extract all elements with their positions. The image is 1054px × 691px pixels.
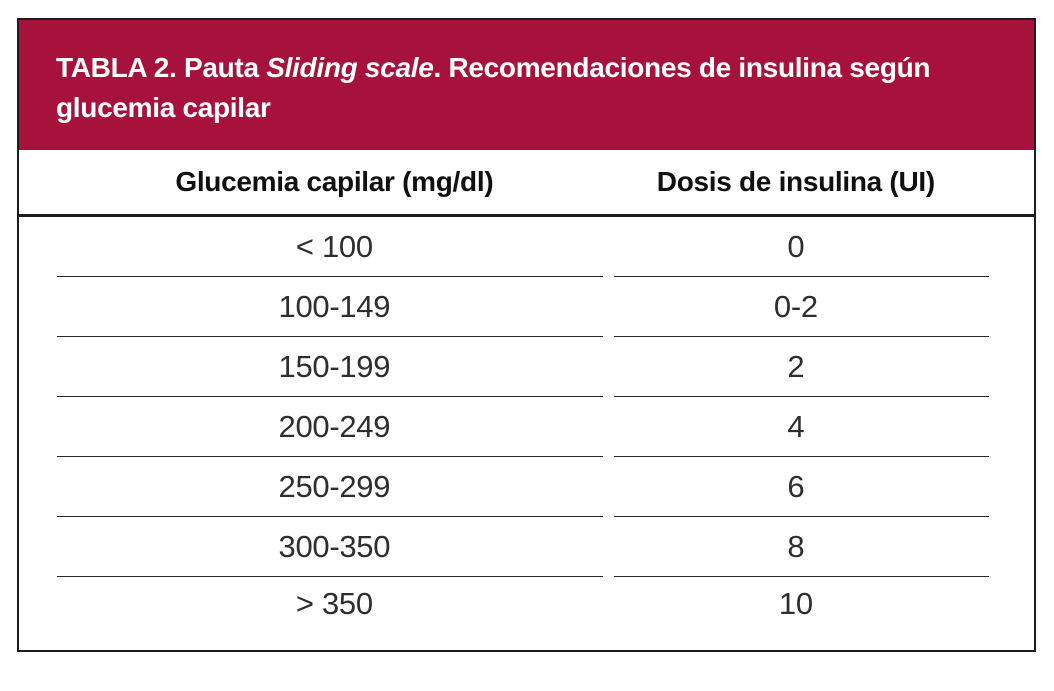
table-title: TABLA 2. Pauta Sliding scale. Recomendac… xyxy=(56,48,1004,128)
table-row: 300-350 8 xyxy=(19,517,1034,577)
table-row: < 100 0 xyxy=(19,217,1034,277)
glucemia-value-cell: 150-199 xyxy=(19,337,608,397)
table-row: 200-249 4 xyxy=(19,397,1034,457)
dosis-value-cell: 2 xyxy=(608,337,1034,397)
dosis-value-cell: 10 xyxy=(778,585,813,621)
column-header-glucemia-capilar: Glucemia capilar (mg/dl) xyxy=(175,166,494,197)
table-row: 150-199 2 xyxy=(19,337,1034,397)
title-italic-sliding-scale: Sliding scale xyxy=(266,52,434,83)
glucemia-value-cell: 300-350 xyxy=(19,517,608,577)
glucemia-value-cell: < 100 xyxy=(19,217,608,277)
dosis-value-cell: 0-2 xyxy=(608,277,1034,337)
table-row: > 350 10 xyxy=(19,577,1034,650)
column-header-dosis-insulina: Dosis de insulina (UI) xyxy=(656,166,935,197)
table-title-band: TABLA 2. Pauta Sliding scale. Recomendac… xyxy=(19,20,1034,150)
tabla-2-card: TABLA 2. Pauta Sliding scale. Recomendac… xyxy=(17,18,1036,652)
column-header-row: Glucemia capilar (mg/dl) Dosis de insuli… xyxy=(19,150,1034,217)
dosis-value-cell: 8 xyxy=(608,517,1034,577)
glucemia-value-cell: > 350 xyxy=(295,585,373,621)
table-row: 250-299 6 xyxy=(19,457,1034,517)
title-rest: . Recomendaciones de insulina según gluc… xyxy=(56,52,931,123)
table-row: 100-149 0-2 xyxy=(19,277,1034,337)
glucemia-value-cell: 250-299 xyxy=(19,457,608,517)
dosis-value-cell: 4 xyxy=(608,397,1034,457)
glucemia-value-cell: 200-249 xyxy=(19,397,608,457)
dosis-value-cell: 6 xyxy=(608,457,1034,517)
table-body: < 100 0 100-149 0-2 150-199 2 200-249 4 … xyxy=(19,217,1034,650)
glucemia-value-cell: 100-149 xyxy=(19,277,608,337)
title-lead: TABLA 2. Pauta xyxy=(56,52,267,83)
dosis-value-cell: 0 xyxy=(608,217,1034,277)
